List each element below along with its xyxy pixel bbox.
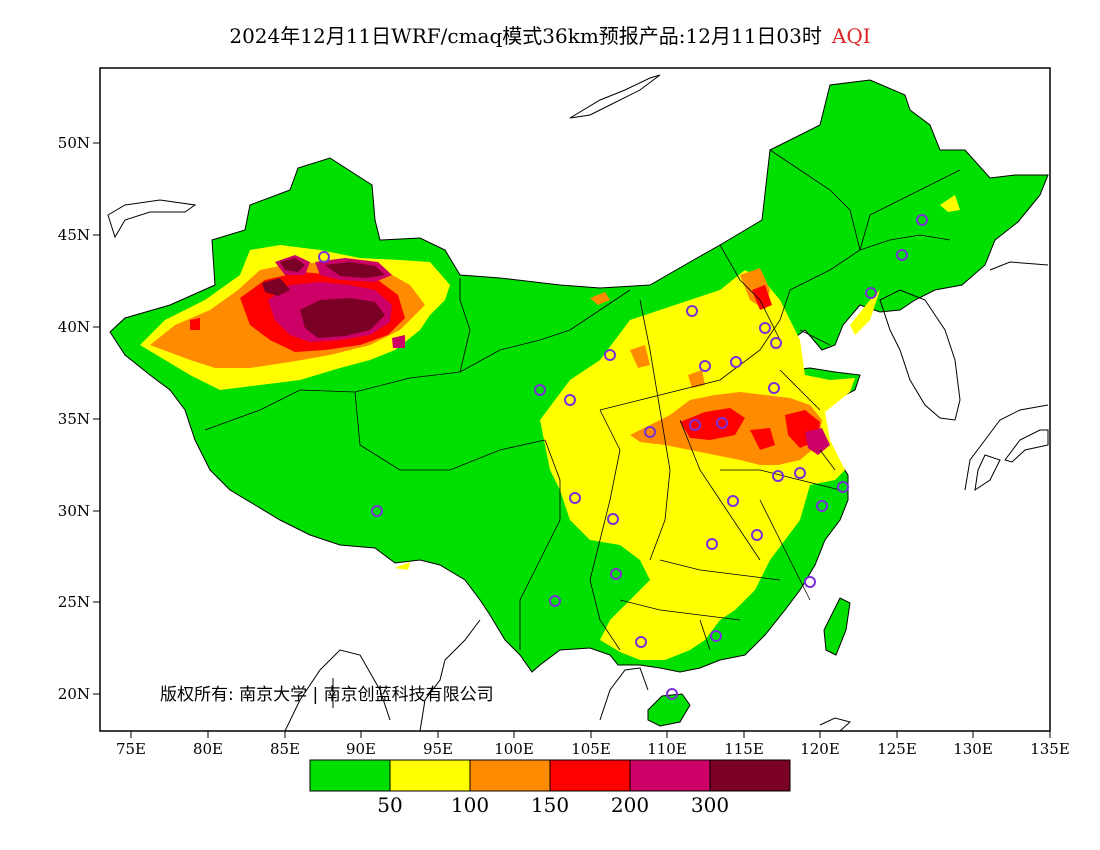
station-marker [686,305,698,317]
station-marker [604,349,616,361]
legend-label: 300 [691,793,729,817]
lon-tick-label: 110E [647,740,687,758]
title-variable: AQI [831,24,871,48]
station-marker [706,538,718,550]
lat-tick-label: 45N [58,226,90,244]
aqi-level-hazardous [262,258,385,338]
legend-swatch [549,759,631,792]
title-main: 2024年12月11日WRF/cmaq模式36km预报产品:12月11日03时 [229,24,822,48]
station-marker [816,500,828,512]
station-marker [318,251,330,263]
station-marker [916,214,928,226]
lon-tick-label: 100E [494,740,534,758]
station-marker [716,417,728,429]
station-marker [804,576,816,588]
lat-tick-label: 40N [58,318,90,336]
station-marker [607,513,619,525]
station-marker [635,636,647,648]
station-marker [549,595,561,607]
station-marker [772,470,784,482]
hainan-island [647,693,691,727]
lon-tick-label: 130E [953,740,993,758]
lon-tick-label: 75E [116,740,146,758]
legend-label: 50 [377,793,402,817]
lon-tick-labels: 75E 80E 85E 90E 95E 100E 105E 110E 115E … [116,740,1070,758]
station-marker [770,337,782,349]
legend-swatch [469,759,551,792]
legend-swatch [309,759,391,792]
lat-ticks [93,142,100,695]
legend-label: 200 [611,793,649,817]
color-legend: 50 100 150 200 300 [309,759,791,817]
lat-tick-label: 50N [58,134,90,152]
legend-swatch [629,759,711,792]
station-marker [896,249,908,261]
legend-swatch [389,759,471,792]
station-marker [751,529,763,541]
lon-tick-label: 135E [1030,740,1070,758]
station-marker [534,384,546,396]
legend-label: 150 [531,793,569,817]
lon-tick-label: 80E [193,740,223,758]
station-marker [644,426,656,438]
station-marker [794,467,806,479]
copyright-text: 版权所有: 南京大学 | 南京创蓝科技有限公司 [160,685,494,705]
station-marker [564,394,576,406]
station-marker [768,382,780,394]
legend-label: 100 [451,793,489,817]
lat-tick-labels: 50N 45N 40N 35N 30N 25N 20N [58,134,90,703]
station-marker [710,630,722,642]
lon-tick-label: 85E [270,740,300,758]
lat-tick-label: 20N [58,685,90,703]
lon-tick-label: 105E [571,740,611,758]
station-marker [371,505,383,517]
station-marker [569,492,581,504]
lon-tick-label: 120E [800,740,840,758]
lon-tick-label: 95E [423,740,453,758]
lon-tick-label: 90E [346,740,376,758]
lon-ticks [130,731,1051,738]
map-content [107,74,1049,731]
station-marker [727,495,739,507]
province-boundaries [204,149,961,651]
neighbor-coastlines [107,74,1049,731]
station-markers [318,214,928,700]
station-marker [699,360,711,372]
station-marker [666,688,678,700]
lat-tick-label: 30N [58,502,90,520]
taiwan-island [823,597,851,656]
station-marker [837,481,849,493]
map-title: 2024年12月11日WRF/cmaq模式36km预报产品:12月11日03时 A… [0,20,1100,49]
station-marker [610,568,622,580]
station-marker [759,322,771,334]
legend-swatch [709,759,791,792]
map-frame [99,67,1051,732]
station-marker [865,287,877,299]
station-marker [689,419,701,431]
lon-tick-label: 115E [724,740,764,758]
station-marker [730,356,742,368]
lat-tick-label: 25N [58,593,90,611]
lon-tick-label: 125E [877,740,917,758]
lat-tick-label: 35N [58,410,90,428]
